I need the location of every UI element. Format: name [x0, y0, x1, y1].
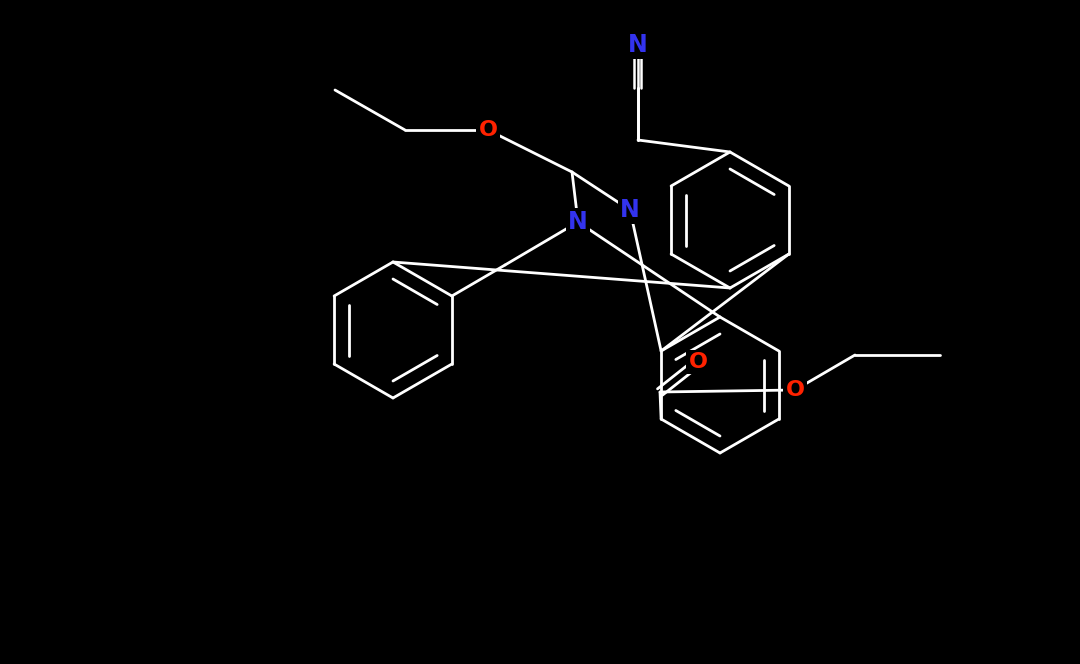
Text: O: O [689, 352, 707, 372]
Text: O: O [785, 380, 805, 400]
Text: N: N [568, 210, 588, 234]
Text: N: N [620, 198, 639, 222]
Text: O: O [478, 120, 498, 140]
Text: N: N [629, 33, 648, 57]
